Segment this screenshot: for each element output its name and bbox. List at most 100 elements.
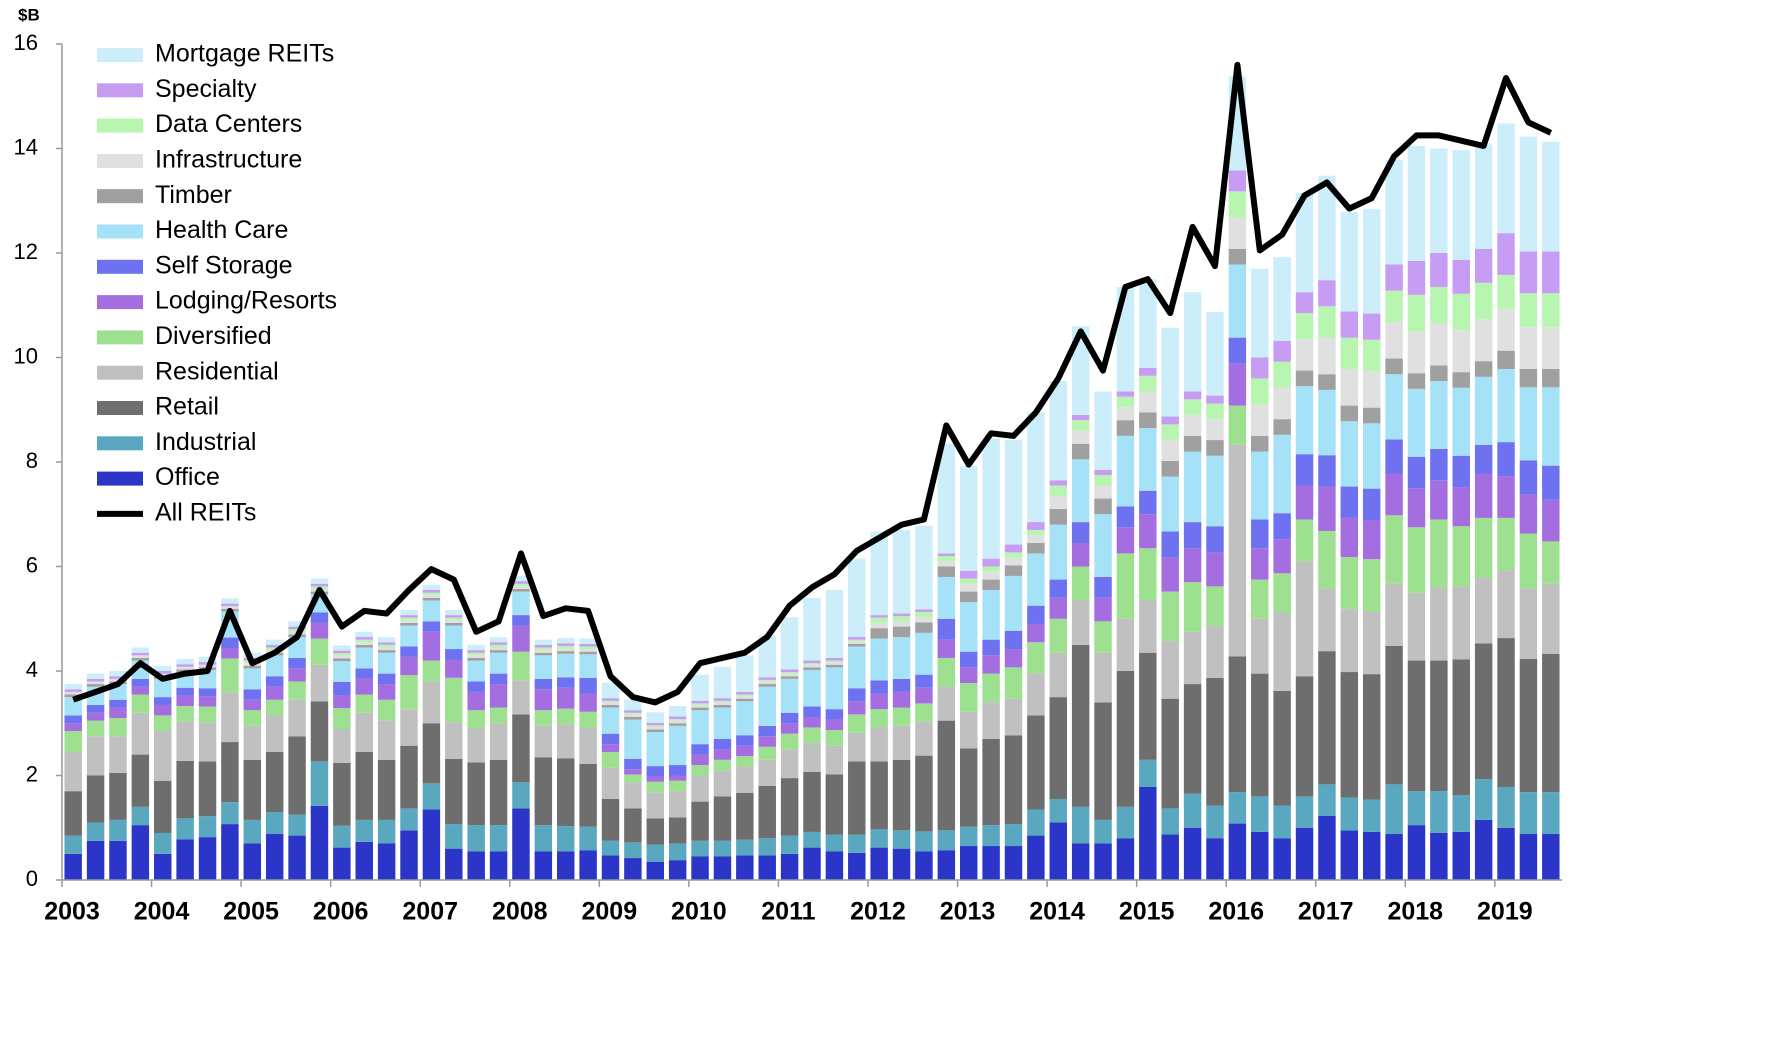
bar-segment (1251, 548, 1269, 580)
bar-segment (1071, 459, 1090, 523)
bar-segment (333, 661, 351, 682)
bar-segment (1430, 148, 1448, 253)
bar-segment (579, 643, 597, 647)
bar-segment (512, 583, 530, 587)
bar-segment (377, 642, 396, 645)
bar-segment (937, 576, 956, 619)
bar-segment (1452, 259, 1470, 294)
bar-segment (1452, 795, 1470, 832)
bar-segment (1004, 735, 1023, 825)
bar-segment (1519, 327, 1538, 369)
bar-segment (355, 712, 373, 752)
legend-label: Industrial (155, 428, 256, 456)
bar-segment (221, 742, 239, 803)
bar-segment (1519, 588, 1538, 659)
bar-segment (1430, 448, 1448, 481)
bar-segment (64, 689, 82, 692)
bar-segment (1362, 407, 1381, 424)
bar-segment (1497, 638, 1515, 787)
bar-segment (668, 720, 687, 724)
bar-segment (265, 639, 284, 645)
bar-segment (1094, 475, 1112, 486)
bar-segment (915, 525, 933, 610)
bar-segment (1251, 618, 1269, 674)
bar-segment (243, 819, 262, 844)
bar-segment (512, 808, 530, 880)
bar-segment (915, 611, 933, 618)
bar-segment (489, 851, 508, 880)
bar-segment (624, 842, 642, 859)
bar-segment (288, 814, 306, 836)
bar-segment (915, 609, 933, 612)
bar-segment (1251, 831, 1269, 880)
bar-segment (221, 648, 239, 659)
bar-segment (422, 590, 441, 593)
bar-segment (780, 676, 799, 679)
bar-segment (557, 826, 575, 852)
legend-label: Timber (155, 181, 232, 209)
bar-segment (803, 831, 821, 848)
bar-segment (1251, 357, 1269, 379)
bar-segment (1542, 387, 1560, 466)
bar-segment (1183, 399, 1202, 415)
bar-segment (668, 780, 687, 792)
bar-segment (221, 598, 239, 604)
bar-segment (422, 621, 441, 632)
bar-segment (780, 835, 799, 854)
y-tick-label: 16 (14, 30, 38, 55)
bar-segment (1452, 150, 1470, 260)
bar-segment (579, 646, 597, 650)
bar-segment (1430, 587, 1448, 661)
y-tick-label: 0 (26, 866, 38, 891)
bar-segment (624, 712, 642, 715)
bar-segment (1542, 653, 1560, 793)
bar-segment (736, 701, 754, 736)
bar-segment (736, 696, 754, 699)
bar-segment (624, 699, 642, 711)
bar-segment (198, 816, 217, 838)
bar-segment (377, 720, 396, 760)
bar-segment (1183, 292, 1202, 392)
bar-segment (512, 586, 530, 589)
bar-segment (1497, 570, 1515, 639)
bar-segment (445, 609, 463, 616)
y-unit-label: $B (18, 5, 40, 24)
bar-segment (512, 651, 530, 681)
bar-segment (1519, 387, 1538, 461)
y-tick-label: 6 (26, 552, 38, 577)
bar-segment (668, 725, 687, 766)
bar-segment (534, 757, 553, 826)
bar-segment (736, 655, 754, 692)
bar-segment (1474, 144, 1493, 249)
bar-segment (691, 703, 709, 705)
bar-segment (1004, 846, 1023, 880)
bar-segment (1251, 404, 1269, 436)
bar-segment (1407, 791, 1426, 826)
bar-segment (176, 721, 194, 761)
bar-segment (154, 832, 172, 854)
bar-segment (601, 733, 620, 745)
bar-segment (1318, 588, 1336, 652)
bar-segment (1027, 623, 1045, 643)
bar-segment (713, 707, 732, 739)
legend-swatch (97, 401, 143, 415)
bar-segment (691, 801, 709, 841)
bar-segment (579, 677, 597, 694)
bar-segment (445, 649, 463, 660)
bar-segment (333, 658, 351, 662)
bar-segment (1430, 480, 1448, 520)
bar-segment (825, 745, 844, 775)
bar-segment (86, 681, 105, 685)
bar-segment (803, 727, 821, 744)
bar-segment (265, 686, 284, 700)
bar-segment (713, 749, 732, 760)
bar-segment (1116, 407, 1135, 421)
bar-segment (1071, 326, 1090, 415)
bar-segment (467, 644, 485, 651)
bar-segment (1519, 834, 1538, 880)
bar-segment (557, 687, 575, 709)
bar-segment (668, 765, 687, 776)
bar-segment (1116, 618, 1135, 671)
bar-segment (825, 774, 844, 835)
bar-segment (1295, 827, 1314, 880)
